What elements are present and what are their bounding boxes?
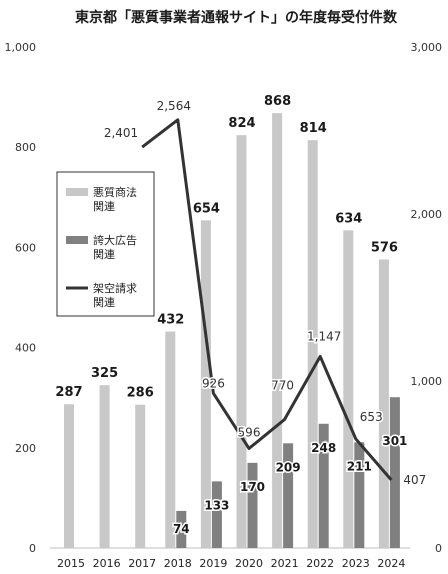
right-axis-tick-label: 1,000 — [411, 375, 443, 388]
legend-label: 関連 — [93, 295, 115, 309]
x-axis-tick-label: 2015 — [57, 557, 85, 570]
legend-label: 関連 — [93, 199, 115, 213]
bar-label-akushitsu: 325 — [91, 366, 118, 381]
x-axis-tick-label: 2023 — [342, 557, 370, 570]
legend-label: 誇大広告 — [93, 233, 137, 247]
line-label-kaku-seikyu: 407 — [403, 473, 426, 487]
line-kaku-seikyu — [141, 118, 393, 482]
bar-akushitsu — [165, 331, 176, 548]
right-axis-tick-label: 0 — [435, 542, 442, 555]
x-axis-tick-label: 2020 — [235, 557, 263, 570]
legend-swatch-kodai — [66, 236, 88, 244]
bar-label-akushitsu: 824 — [228, 116, 255, 131]
bar-kodai — [389, 397, 400, 548]
left-axis-tick-label: 200 — [15, 442, 36, 455]
left-axis-tick-label: 0 — [29, 542, 36, 555]
left-axis-tick-label: 1,000 — [5, 41, 37, 54]
bar-label-akushitsu: 654 — [193, 201, 220, 216]
plot-area: 0 200 400 600 800 1,000 0 1,000 2,000 3,000 2015 20… — [5, 41, 443, 570]
right-axis-tick-label: 3,000 — [411, 41, 443, 54]
x-axis-tick-label: 2019 — [199, 557, 227, 570]
legend-label: 悪質商法 — [93, 185, 137, 199]
bar-label-akushitsu: 868 — [264, 94, 291, 109]
x-axis-tick-label: 2018 — [164, 557, 192, 570]
bar-kodai — [211, 481, 222, 548]
x-axis-tick-label: 2021 — [271, 557, 299, 570]
line-label-kaku-seikyu: 2,401 — [104, 126, 138, 140]
bar-label-akushitsu: 814 — [300, 121, 327, 136]
bar-label-kodai: 209 — [276, 460, 301, 474]
legend-swatch-akushitsu — [66, 188, 88, 196]
bar-label-kodai: 170 — [240, 480, 265, 494]
bar-akushitsu — [378, 259, 389, 548]
line-label-kaku-seikyu: 2,564 — [157, 99, 191, 113]
bar-kodai — [283, 443, 294, 548]
bar-kodai — [176, 510, 187, 548]
bar-label-kodai: 248 — [311, 441, 336, 455]
x-axis-tick-label: 2016 — [93, 557, 121, 570]
bar-label-kodai: 74 — [173, 522, 190, 536]
bar-label-kodai: 211 — [347, 459, 372, 473]
line-label-kaku-seikyu: 926 — [202, 376, 225, 390]
bar-label-akushitsu: 287 — [55, 385, 82, 400]
bar-label-kodai: 301 — [382, 434, 407, 448]
bar-kodai — [318, 423, 329, 548]
legend-label: 関連 — [93, 247, 115, 261]
bar-akushitsu — [307, 140, 318, 548]
line-label-kaku-seikyu: 770 — [271, 378, 294, 392]
bar-akushitsu — [64, 404, 74, 548]
bar-akushitsu — [99, 385, 110, 548]
line-label-kaku-seikyu: 1,147 — [307, 329, 341, 343]
bar-akushitsu — [272, 113, 283, 548]
bar-kodai — [247, 462, 258, 548]
left-axis-tick-label: 400 — [15, 342, 36, 355]
bar-label-akushitsu: 634 — [335, 211, 362, 226]
chart-title: 東京都「悪質事業者通報サイト」の年度毎受付件数 — [75, 9, 398, 26]
bar-akushitsu — [343, 230, 354, 548]
bar-kodai — [354, 442, 365, 548]
bar-akushitsu — [236, 135, 247, 548]
bar-label-kodai: 133 — [204, 498, 229, 512]
right-axis-tick-label: 2,000 — [411, 208, 443, 221]
x-axis-tick-label: 2022 — [306, 557, 334, 570]
left-axis-tick-label: 800 — [15, 141, 36, 154]
line-label-kaku-seikyu: 596 — [238, 425, 261, 439]
left-axis-tick-label: 600 — [15, 241, 36, 254]
line-label-kaku-seikyu: 653 — [360, 410, 383, 424]
x-axis-tick-label: 2024 — [377, 557, 405, 570]
bar-label-akushitsu: 432 — [157, 313, 184, 328]
bar-akushitsu — [135, 404, 146, 548]
legend-label: 架空請求 — [93, 281, 137, 295]
bar-akushitsu — [200, 220, 211, 548]
bar-label-akushitsu: 286 — [127, 386, 154, 401]
x-axis-tick-label: 2017 — [128, 557, 156, 570]
bar-label-akushitsu: 576 — [371, 240, 398, 255]
